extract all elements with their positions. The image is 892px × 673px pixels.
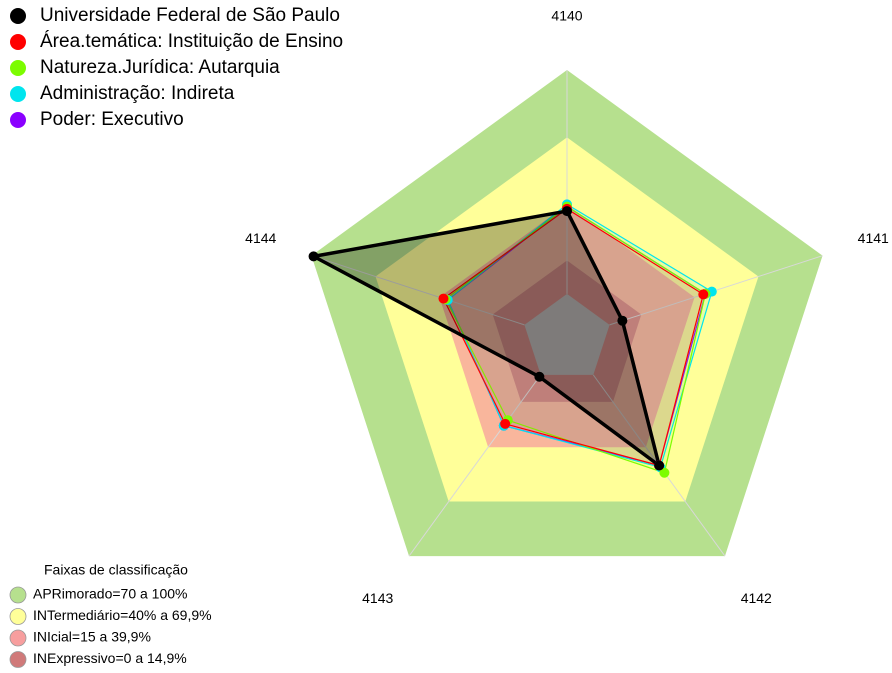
band-legend-marker [9, 651, 27, 668]
spoke [408, 374, 542, 557]
axis-label: 4141 [858, 230, 889, 246]
series-area [447, 203, 713, 468]
band-core [524, 293, 610, 375]
legend-marker [10, 8, 26, 24]
series-point [562, 206, 572, 217]
axis-label: 4144 [245, 230, 276, 246]
band-legend-marker [9, 608, 27, 625]
band-legend-label: INIcial=15 a 39,9% [33, 629, 151, 645]
series-area [311, 209, 661, 468]
axis-label: 4142 [741, 590, 772, 606]
series-point [659, 467, 670, 478]
band-legend-marker [9, 586, 27, 604]
band-legend-label: INExpressivo=0 a 14,9% [33, 650, 187, 666]
series-point [534, 371, 545, 382]
axis-label: 4140 [551, 7, 582, 23]
band-legend-label: APRimorado=70 a 100% [33, 586, 188, 602]
band-legend-label: INTermediário=40% a 69,9% [33, 607, 212, 623]
bands-title: Faixas de classificação [44, 562, 188, 578]
legend-label: Poder: Executivo [40, 109, 184, 130]
series-point [617, 315, 628, 326]
series-point [654, 460, 665, 471]
band-legend-marker [9, 629, 27, 647]
series-point [698, 289, 709, 300]
legend-label: Universidade Federal de São Paulo [40, 5, 340, 26]
series-point [308, 251, 319, 262]
spoke [311, 255, 525, 326]
legend-label: Área.temática: Instituição de Ensino [40, 31, 343, 52]
series-area [445, 205, 707, 474]
series-point [438, 293, 449, 304]
series-area [442, 208, 704, 467]
legend-label: Natureza.Jurídica: Autarquia [40, 57, 280, 78]
series-point [500, 418, 511, 429]
legend-marker [10, 60, 26, 76]
legend-marker [10, 112, 26, 128]
legend-marker [10, 34, 26, 50]
legend-label: Administração: Indireta [40, 83, 235, 104]
axis-label: 4143 [362, 590, 393, 606]
legend-marker [10, 86, 26, 102]
